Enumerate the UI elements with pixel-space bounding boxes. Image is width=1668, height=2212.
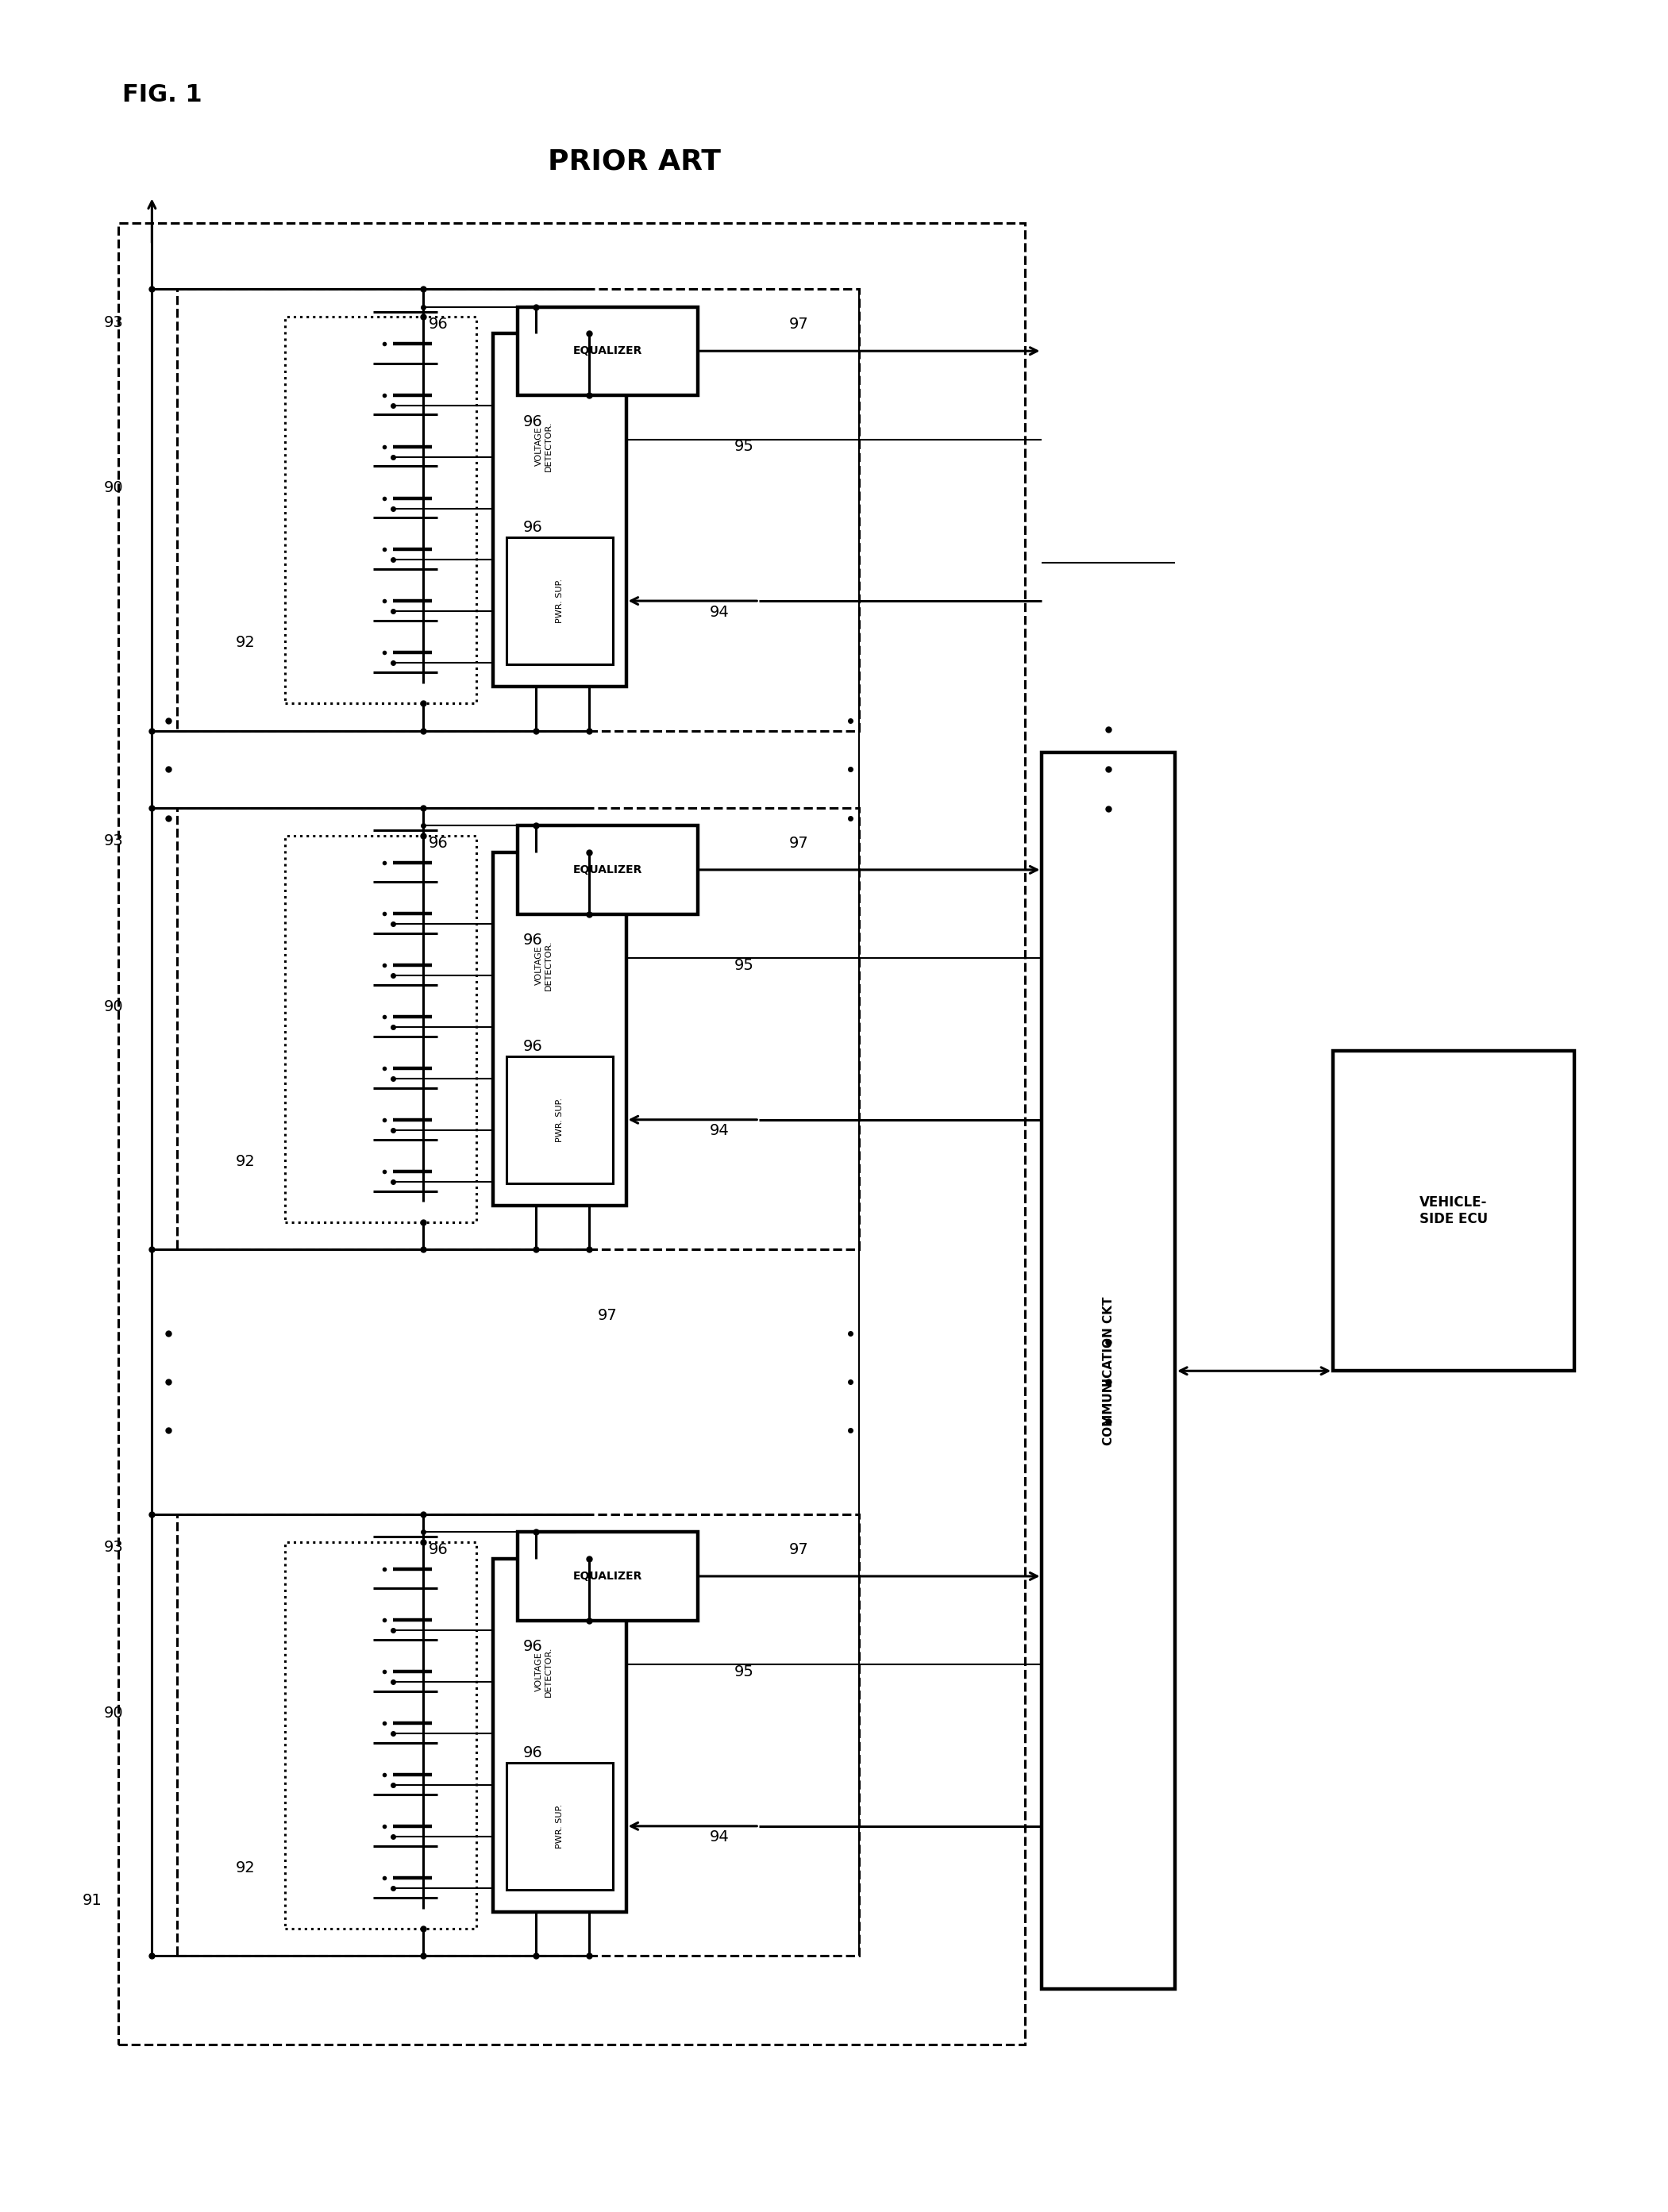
Bar: [494, 1559, 626, 1911]
Bar: [507, 1763, 612, 1889]
Text: 96: 96: [522, 1040, 542, 1053]
Text: COMMUNICATION CKT: COMMUNICATION CKT: [1103, 1296, 1114, 1444]
Bar: [118, 223, 1026, 2044]
Bar: [507, 538, 612, 664]
Bar: [519, 825, 697, 914]
Bar: [1042, 752, 1174, 1989]
Text: EQUALIZER: EQUALIZER: [574, 345, 642, 356]
Text: 96: 96: [522, 933, 542, 949]
Text: 95: 95: [734, 1663, 754, 1679]
Text: VOLTAGE
DETECTOR.: VOLTAGE DETECTOR.: [535, 420, 552, 471]
Text: 93: 93: [103, 834, 123, 849]
Bar: [177, 807, 859, 1250]
Bar: [494, 334, 626, 686]
Text: 94: 94: [709, 1829, 729, 1845]
Text: 96: 96: [522, 520, 542, 535]
Text: 96: 96: [429, 836, 449, 852]
Text: PWR. SUP.: PWR. SUP.: [555, 1097, 564, 1141]
Text: 97: 97: [597, 1307, 617, 1323]
Text: 94: 94: [709, 604, 729, 619]
Bar: [285, 316, 477, 703]
Text: PRIOR ART: PRIOR ART: [547, 148, 721, 175]
Bar: [177, 290, 859, 730]
Text: 97: 97: [789, 836, 809, 852]
Bar: [285, 1542, 477, 1929]
Bar: [494, 852, 626, 1206]
Text: PWR. SUP.: PWR. SUP.: [555, 1803, 564, 1849]
Text: 91: 91: [82, 1893, 102, 1909]
Text: 90: 90: [103, 1000, 123, 1013]
Text: EQUALIZER: EQUALIZER: [574, 865, 642, 876]
Bar: [1333, 1051, 1575, 1371]
Text: 90: 90: [103, 480, 123, 495]
Text: VOLTAGE
DETECTOR.: VOLTAGE DETECTOR.: [535, 940, 552, 991]
Text: 96: 96: [522, 1745, 542, 1761]
Text: PWR. SUP.: PWR. SUP.: [555, 580, 564, 624]
Text: VEHICLE-
SIDE ECU: VEHICLE- SIDE ECU: [1419, 1194, 1488, 1225]
Text: 92: 92: [235, 1860, 255, 1876]
Text: 95: 95: [734, 438, 754, 453]
Text: 96: 96: [522, 1639, 542, 1655]
Bar: [285, 836, 477, 1221]
Text: 92: 92: [235, 1155, 255, 1168]
Text: 93: 93: [103, 1540, 123, 1555]
Text: 93: 93: [103, 314, 123, 330]
Bar: [519, 1533, 697, 1621]
Text: 96: 96: [429, 1542, 449, 1557]
Bar: [519, 307, 697, 396]
Bar: [507, 1055, 612, 1183]
Text: 94: 94: [709, 1124, 729, 1139]
Text: 97: 97: [789, 1542, 809, 1557]
Text: EQUALIZER: EQUALIZER: [574, 1571, 642, 1582]
Text: 97: 97: [789, 316, 809, 332]
Text: 96: 96: [429, 316, 449, 332]
Text: 92: 92: [235, 635, 255, 650]
Text: 96: 96: [522, 414, 542, 429]
Bar: [177, 1515, 859, 1955]
Text: FIG. 1: FIG. 1: [122, 84, 202, 106]
Text: VOLTAGE
DETECTOR.: VOLTAGE DETECTOR.: [535, 1646, 552, 1697]
Text: 90: 90: [103, 1705, 123, 1721]
Text: 95: 95: [734, 958, 754, 973]
